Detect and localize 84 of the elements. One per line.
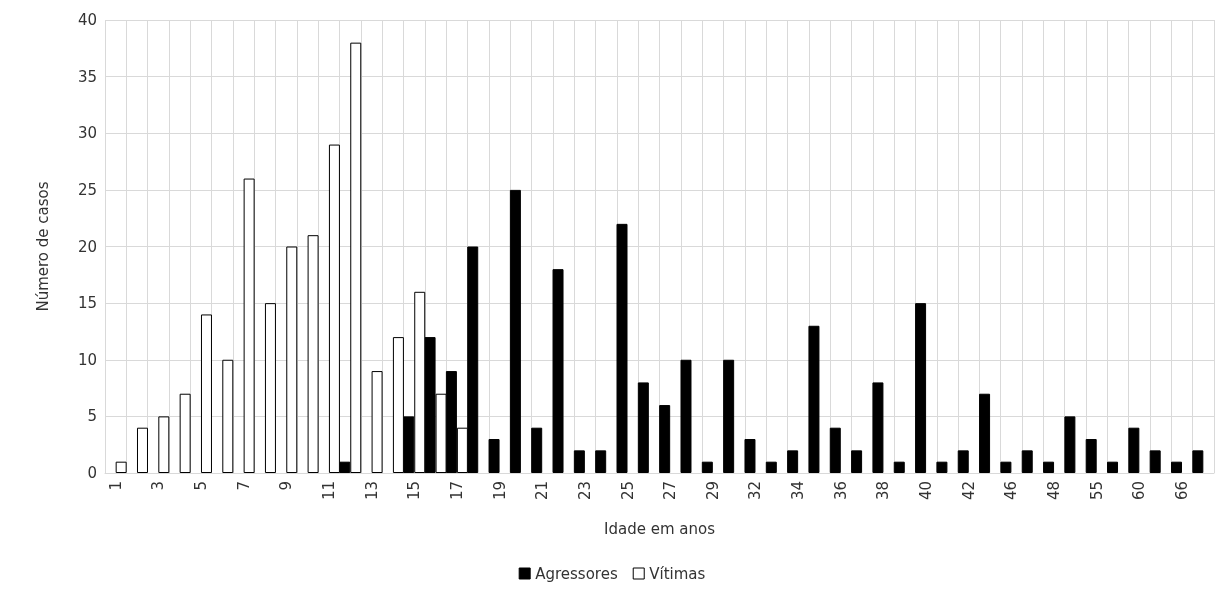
x-tick-label: 40: [917, 481, 936, 501]
bar: [1171, 461, 1183, 473]
y-tick-label: 30: [77, 124, 97, 143]
bar: [200, 314, 212, 473]
y-tick-label: 10: [77, 350, 97, 369]
bar: [808, 325, 820, 473]
bar: [1085, 439, 1097, 473]
x-tick-label: 3: [149, 481, 168, 491]
x-tick-label: 11: [319, 481, 338, 501]
bar: [1043, 461, 1055, 473]
bar: [243, 178, 255, 473]
bar: [595, 450, 607, 473]
y-tick-label: 35: [77, 67, 97, 86]
x-tick-label: 1: [106, 481, 125, 491]
bar: [509, 189, 521, 473]
x-tick-label: 34: [789, 481, 808, 501]
bar: [573, 450, 585, 473]
bar: [872, 382, 884, 473]
bar: [637, 382, 649, 473]
bar: [1149, 450, 1161, 473]
y-tick-label: 40: [77, 11, 97, 29]
bar: [1128, 427, 1140, 473]
bar: [979, 393, 991, 473]
bar: [488, 439, 500, 473]
legend-label: Agressores: [535, 564, 618, 583]
bar: [264, 303, 276, 473]
bar: [936, 461, 948, 473]
x-tick-label: 48: [1045, 481, 1064, 501]
x-tick-label: 46: [1002, 481, 1021, 501]
bar: [1064, 416, 1076, 473]
bar: [680, 359, 692, 473]
x-tick-label: 17: [447, 481, 466, 501]
bar: [531, 427, 543, 473]
bar: [957, 450, 969, 473]
y-tick-label: 5: [87, 407, 97, 426]
x-tick-label: 36: [831, 481, 850, 501]
bar: [829, 427, 841, 473]
x-tick-label: 42: [959, 481, 978, 501]
bar: [115, 461, 127, 473]
bar: [915, 303, 927, 473]
bar: [158, 416, 170, 473]
x-axis-title: Idade em anos: [604, 519, 716, 538]
x-tick-label: 27: [661, 481, 680, 501]
x-tick-label: 21: [533, 481, 552, 501]
bar: [222, 359, 234, 473]
bar: [1021, 450, 1033, 473]
legend-label: Vítimas: [649, 564, 706, 583]
bar: [701, 461, 713, 473]
x-tick-label: 15: [405, 481, 424, 501]
x-tick-label: 19: [490, 481, 509, 501]
y-tick-label: 25: [77, 180, 97, 199]
y-axis-title: Número de casos: [33, 181, 52, 312]
bar: [723, 359, 735, 473]
bar: [616, 223, 628, 473]
x-tick-label: 13: [362, 481, 381, 501]
bar: [659, 405, 671, 473]
bar: [765, 461, 777, 473]
x-tick-label: 29: [703, 481, 722, 501]
bar: [744, 439, 756, 473]
x-tick-label: 60: [1130, 481, 1149, 501]
x-tick-label: 32: [746, 481, 765, 501]
y-tick-label: 15: [77, 294, 97, 313]
bar: [286, 246, 298, 473]
x-tick-label: 38: [874, 481, 893, 501]
x-tick-label: 66: [1173, 481, 1192, 501]
bar: [851, 450, 863, 473]
x-tick-label: 55: [1087, 481, 1106, 501]
x-tick-label: 25: [618, 481, 637, 501]
bar: [371, 371, 383, 473]
bar: [136, 427, 148, 473]
y-tick-label: 0: [87, 464, 97, 482]
bar: [179, 393, 191, 473]
bar: [787, 450, 799, 473]
bar: [893, 461, 905, 473]
bar: [552, 269, 564, 473]
x-tick-label: 23: [575, 481, 594, 501]
x-tick-label: 7: [234, 481, 253, 491]
x-tick-label: 5: [191, 481, 210, 491]
x-tick-label: 9: [277, 481, 296, 491]
bar: [307, 235, 319, 473]
bar: [1192, 450, 1204, 473]
bar: [1107, 461, 1119, 473]
bar: [1000, 461, 1012, 473]
y-tick-label: 20: [77, 237, 97, 256]
